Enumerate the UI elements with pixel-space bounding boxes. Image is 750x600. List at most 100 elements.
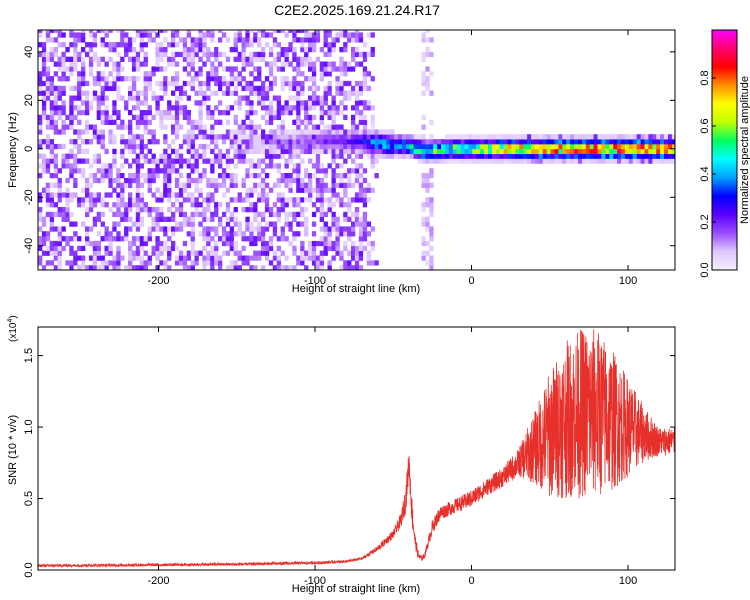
spectrogram-cell (77, 134, 82, 140)
spectrogram-cell (65, 202, 70, 208)
spectrogram-cell (225, 66, 231, 72)
spectrogram-cell (288, 226, 293, 232)
spectrogram-cell (429, 134, 434, 140)
spectrogram-cell (124, 143, 129, 150)
spectrogram-cell (327, 66, 332, 72)
spectrogram-cell (319, 236, 325, 242)
spectrogram-cell (69, 66, 74, 72)
spectrogram-cell (116, 182, 121, 188)
spectrogram-cell (327, 236, 332, 242)
spectrogram-cell (339, 255, 344, 261)
spectrogram-cell (131, 95, 137, 101)
spectrogram-cell (96, 134, 102, 140)
spectrogram-cell (354, 47, 360, 53)
spectrogram-cell (503, 139, 508, 145)
spectrogram-cell (245, 197, 250, 203)
spectrogram-cell (249, 236, 254, 242)
spectrogram-cell (319, 168, 325, 174)
spectrogram-cell (88, 42, 94, 48)
spectrogram-cell (61, 207, 66, 213)
spectrogram-cell (456, 134, 462, 140)
spectrogram-x-tick-label: 100 (619, 275, 637, 287)
spectrogram-cell (151, 216, 156, 222)
spectrogram-cell (190, 226, 195, 232)
spectrogram-cell (671, 153, 675, 159)
spectrogram-cell (124, 182, 129, 188)
spectrogram-cell (206, 240, 211, 247)
spectrogram-cell (202, 129, 207, 135)
spectrogram-cell (237, 51, 242, 58)
spectrogram-cell (331, 168, 336, 174)
spectrogram-cell (351, 221, 356, 227)
spectrogram-cell (472, 139, 477, 145)
spectrogram-cell (264, 207, 270, 213)
spectrogram-cell (425, 37, 430, 43)
spectrogram-cell (593, 153, 598, 159)
spectrogram-cell (73, 66, 78, 72)
spectrogram-cell (554, 134, 559, 140)
spectrogram-cell (354, 139, 360, 145)
spectrogram-cell (225, 207, 231, 213)
spectrogram-cell (319, 66, 325, 72)
spectrogram-cell (566, 158, 571, 164)
spectrogram-cell (351, 139, 356, 145)
spectrogram-cell (362, 187, 368, 193)
spectrogram-cell (100, 168, 105, 174)
spectrogram-cell (339, 129, 344, 135)
spectrogram-cell (327, 80, 332, 87)
spectrogram-cell (354, 245, 360, 252)
spectrogram-cell (73, 51, 78, 58)
spectrogram-cell (128, 76, 133, 82)
spectrogram-cell (354, 129, 360, 135)
spectrogram-cell (147, 255, 152, 261)
spectrogram-cell (347, 265, 352, 270)
spectrogram-cell (112, 119, 117, 125)
spectrogram-cell (574, 153, 579, 159)
spectrogram-cell (41, 66, 47, 72)
spectrogram-cell (163, 240, 168, 247)
spectrogram-cell (92, 177, 98, 184)
spectrogram-cell (190, 236, 195, 242)
spectrogram-cell (343, 71, 348, 77)
spectrogram-cell (401, 143, 407, 150)
spectrogram-cell (57, 90, 62, 96)
spectrogram-cell (159, 42, 164, 48)
spectrogram-cell (257, 255, 262, 261)
spectrogram-cell (49, 148, 55, 155)
spectrogram-cell (609, 134, 614, 140)
spectrogram-cell (515, 153, 520, 159)
spectrogram-cell (206, 47, 211, 53)
spectrogram-cell (120, 216, 125, 222)
spectrogram-cell (85, 139, 90, 145)
spectrogram-cell (135, 66, 141, 72)
spectrogram-cell (335, 66, 340, 72)
spectrogram-cell (202, 100, 207, 106)
spectrogram-cell (73, 163, 78, 169)
spectrogram-cell (61, 158, 66, 164)
spectrogram-cell (112, 148, 117, 155)
spectrogram-cell (425, 51, 430, 58)
spectrogram-cell (315, 207, 321, 213)
spectrogram-cell (147, 30, 152, 33)
spectrogram-cell (538, 158, 544, 164)
spectrogram-cell (186, 216, 192, 222)
spectrogram-cell (488, 158, 493, 164)
spectrogram-cell (354, 90, 360, 96)
spectrogram-cell (288, 85, 293, 92)
spectrogram-cell (354, 265, 360, 270)
spectrogram-cell (511, 158, 516, 164)
spectrogram-cell (186, 71, 192, 77)
spectrogram-cell (178, 95, 184, 101)
spectrogram-cell (88, 100, 94, 106)
spectrogram-cell (300, 47, 305, 53)
spectrogram-cell (335, 90, 340, 96)
spectrogram-cell (77, 202, 82, 208)
spectrogram-cell (308, 42, 313, 48)
spectrogram-cell (139, 153, 145, 159)
spectrogram-cell (88, 56, 94, 62)
spectrogram-cell (221, 90, 227, 96)
spectrogram-cell (225, 231, 231, 237)
snr-x-ticks: -200 -100 0 100 (147, 327, 637, 587)
spectrogram-cell (151, 168, 156, 174)
spectrogram-cell (108, 236, 113, 242)
